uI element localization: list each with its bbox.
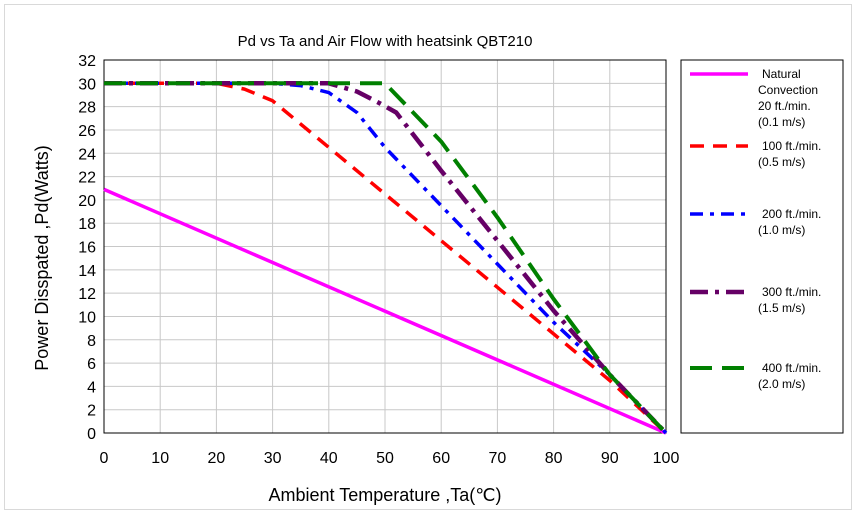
y-tick-label: 16	[78, 240, 96, 257]
x-tick-labels: 0 10 20 30 40 50 60 70 80 90 100	[100, 450, 680, 467]
x-tick-label: 20	[208, 450, 226, 467]
y-tick-label: 28	[78, 100, 96, 117]
legend-label: (1.0 m/s)	[758, 223, 805, 237]
legend-label: (1.5 m/s)	[758, 301, 805, 315]
y-tick-label: 8	[87, 333, 96, 350]
legend-label: 400 ft./min.	[762, 361, 821, 375]
legend	[680, 59, 844, 434]
plot-area	[103, 59, 667, 434]
legend-label: (0.1 m/s)	[758, 115, 805, 129]
y-tick-label: 0	[87, 426, 96, 443]
x-tick-label: 70	[489, 450, 507, 467]
legend-label: 200 ft./min.	[762, 207, 821, 221]
x-tick-label: 90	[601, 450, 619, 467]
legend-label: 100 ft./min.	[762, 139, 821, 153]
y-tick-label: 32	[78, 53, 96, 70]
y-axis-title: Power Disspated ,Pd(Watts)	[32, 145, 52, 370]
legend-label: 300 ft./min.	[762, 285, 821, 299]
y-tick-label: 10	[78, 309, 96, 326]
legend-entry-3: 200 ft./min. (1.0 m/s)	[690, 207, 821, 237]
y-tick-label: 24	[78, 146, 96, 163]
x-axis-title: Ambient Temperature ,Ta(℃)	[269, 485, 502, 505]
y-tick-label: 2	[87, 403, 96, 420]
series-line-1	[103, 187, 667, 435]
series-line-2	[104, 81, 668, 435]
series-layer	[103, 81, 668, 435]
series-line-4	[104, 81, 668, 435]
y-tick-label: 20	[78, 193, 96, 210]
legend-label: Natural	[762, 67, 801, 81]
legend-entry-5: 400 ft./min. (2.0 m/s)	[690, 361, 821, 391]
x-tick-label: 40	[320, 450, 338, 467]
x-tick-label: 50	[376, 450, 394, 467]
y-tick-label: 30	[78, 76, 96, 93]
y-tick-label: 12	[78, 286, 96, 303]
legend-entry-1: Natural Convection 20 ft./min. (0.1 m/s)	[690, 67, 818, 129]
x-tick-label: 100	[653, 450, 680, 467]
x-tick-label: 0	[100, 450, 109, 467]
legend-label: 20 ft./min.	[758, 99, 811, 113]
legend-entry-4: 300 ft./min. (1.5 m/s)	[690, 285, 821, 315]
series-line-5	[104, 81, 668, 435]
legend-entry-2: 100 ft./min. (0.5 m/s)	[690, 139, 821, 169]
legend-label: Convection	[758, 83, 818, 97]
y-tick-label: 18	[78, 216, 96, 233]
y-tick-label: 22	[78, 170, 96, 187]
x-tick-label: 80	[545, 450, 563, 467]
y-tick-label: 14	[78, 263, 96, 280]
chart-title: Pd vs Ta and Air Flow with heatsink QBT2…	[238, 33, 533, 50]
y-tick-label: 6	[87, 356, 96, 373]
x-tick-label: 10	[151, 450, 169, 467]
x-tick-label: 30	[264, 450, 282, 467]
legend-label: (2.0 m/s)	[758, 377, 805, 391]
grid	[103, 59, 667, 434]
legend-label: (0.5 m/s)	[758, 155, 805, 169]
x-tick-label: 60	[432, 450, 450, 467]
y-tick-label: 26	[78, 123, 96, 140]
y-tick-label: 4	[87, 379, 96, 396]
legend-entries: Natural Convection 20 ft./min. (0.1 m/s) 100…	[690, 67, 821, 391]
